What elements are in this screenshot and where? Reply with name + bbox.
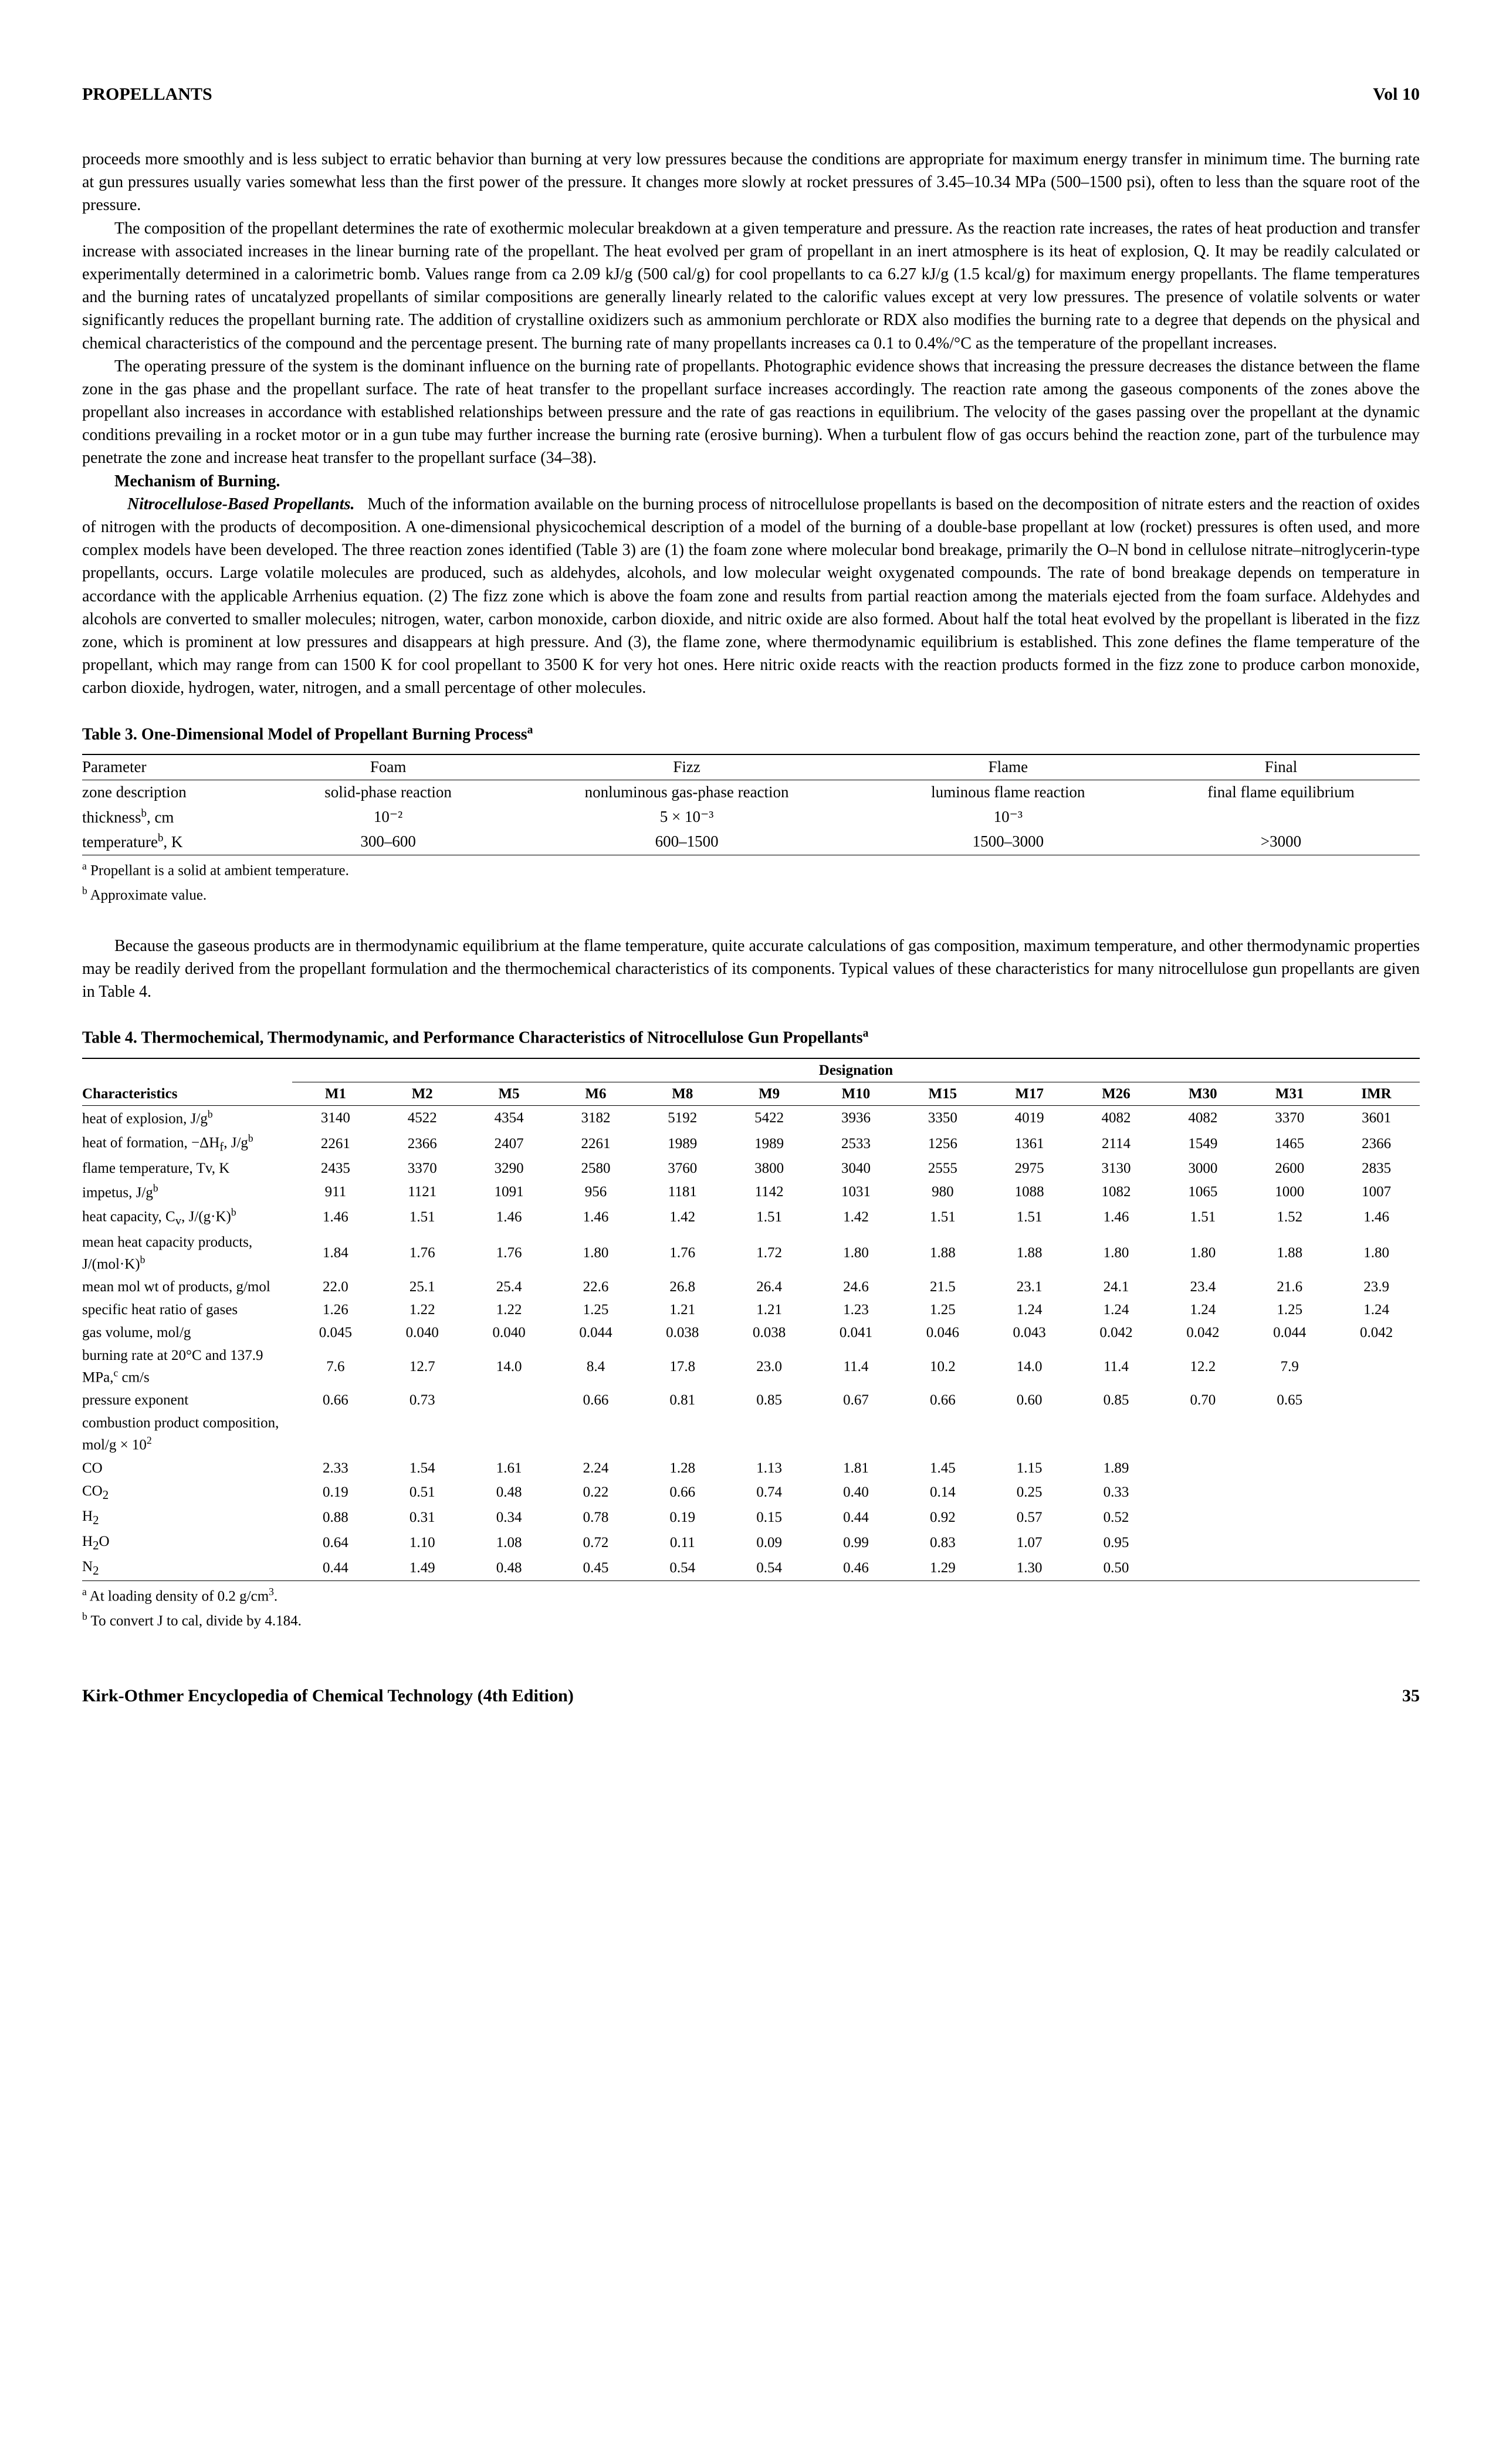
header-left: PROPELLANTS xyxy=(82,82,212,107)
footer-right: 35 xyxy=(1402,1684,1420,1708)
para-4: Nitrocellulose-Based Propellants. Much o… xyxy=(82,493,1420,700)
para-2: The composition of the propellant determ… xyxy=(82,217,1420,355)
designation-label: Designation xyxy=(292,1058,1420,1082)
table3-title: Table 3. One-Dimensional Model of Propel… xyxy=(82,722,1420,746)
header-right: Vol 10 xyxy=(1373,82,1420,107)
run-in-heading: Nitrocellulose-Based Propellants. xyxy=(127,495,355,513)
para-4-text: Much of the information available on the… xyxy=(82,495,1420,698)
para-1: proceeds more smoothly and is less subje… xyxy=(82,148,1420,217)
table3: ParameterFoamFizzFlameFinal zone descrip… xyxy=(82,754,1420,855)
page-header: PROPELLANTS Vol 10 xyxy=(82,82,1420,107)
table4-title: Table 4. Thermochemical, Thermodynamic, … xyxy=(82,1025,1420,1050)
body-text: proceeds more smoothly and is less subje… xyxy=(82,148,1420,700)
table4-footnotes: a At loading density of 0.2 g/cm3.b To c… xyxy=(82,1585,1420,1631)
section-heading: Mechanism of Burning. xyxy=(82,470,1420,493)
table3-footnotes: a Propellant is a solid at ambient tempe… xyxy=(82,859,1420,905)
table4: Designation CharacteristicsM1M2M5M6M8M9M… xyxy=(82,1058,1420,1581)
page-footer: Kirk-Othmer Encyclopedia of Chemical Tec… xyxy=(82,1684,1420,1708)
para-5: Because the gaseous products are in ther… xyxy=(82,935,1420,1004)
footer-left: Kirk-Othmer Encyclopedia of Chemical Tec… xyxy=(82,1684,574,1708)
para-3: The operating pressure of the system is … xyxy=(82,355,1420,470)
